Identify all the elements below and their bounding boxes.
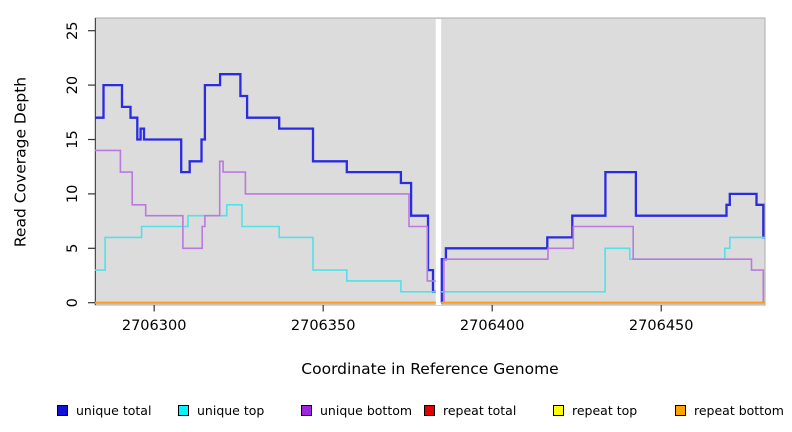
y-tick-label: 20 (65, 76, 81, 94)
y-tick-label: 10 (65, 185, 81, 203)
x-tick-label: 2706300 (122, 318, 187, 334)
y-tick-label: 25 (65, 21, 81, 39)
plot-panel (94, 17, 766, 306)
x-tick-label: 2706450 (629, 318, 694, 334)
y-tick-label: 5 (65, 244, 81, 253)
coverage-gap-stripe (435, 19, 442, 305)
x-axis-title: Coordinate in Reference Genome (301, 360, 559, 378)
y-tick-label: 15 (65, 130, 81, 148)
series-unique-bottom-line (95, 149, 765, 304)
x-tick-label: 2706400 (460, 318, 525, 334)
y-axis-title: Read Coverage Depth (11, 76, 30, 248)
series-unique-total-line (95, 73, 765, 304)
x-tick-label: 2706350 (291, 318, 356, 334)
y-tick-label: 0 (65, 298, 81, 307)
